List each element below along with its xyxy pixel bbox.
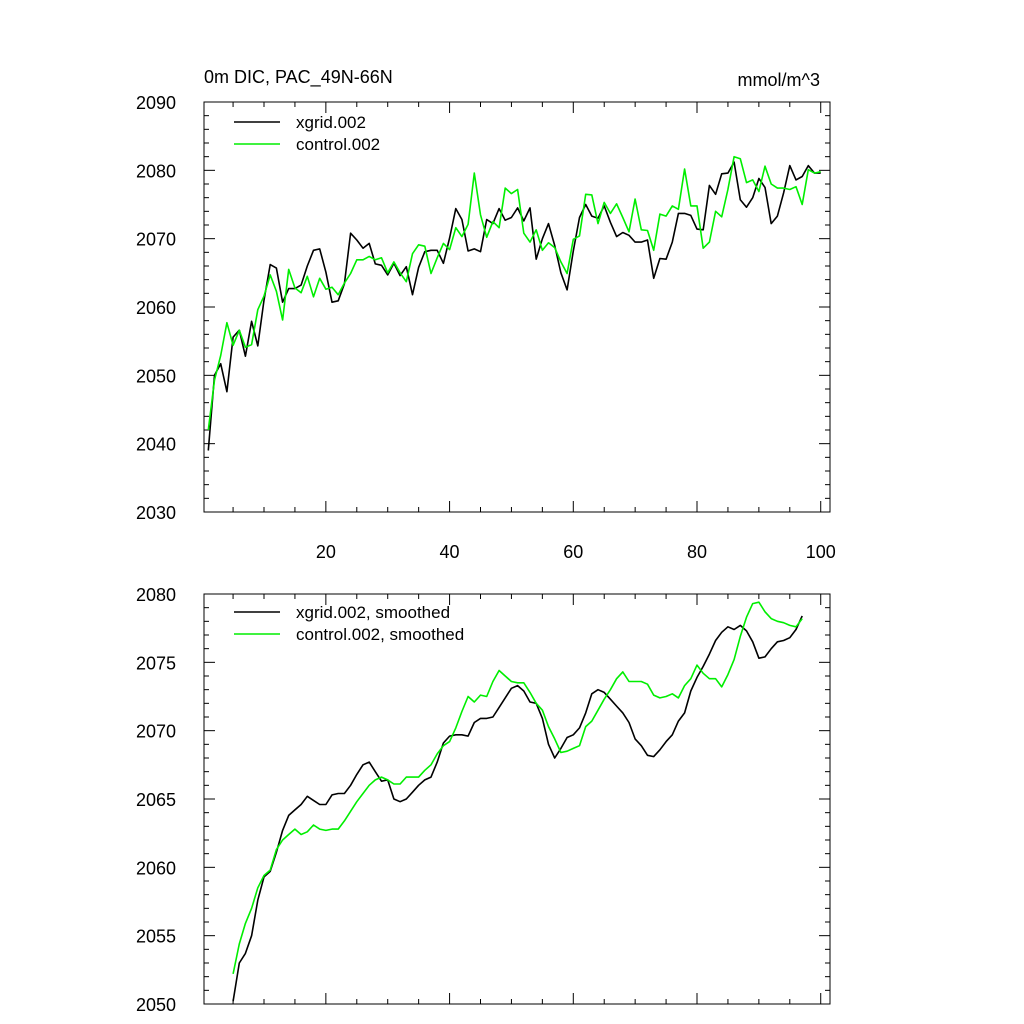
y-tick-label: 2075 [136,653,176,673]
series-line [232,615,803,1002]
series-line [232,601,803,975]
x-tick-label: 100 [806,542,836,562]
y-tick-label: 2050 [136,995,176,1015]
y-tick-label: 2080 [136,585,176,605]
plot-frame [203,593,831,1005]
x-tick-label: 80 [687,542,707,562]
series-line [207,155,821,431]
y-tick-label: 2040 [136,435,176,455]
legend-label: xgrid.002, smoothed [296,603,450,622]
chart-title: 0m DIC, PAC_49N-66N [204,67,393,88]
y-tick-label: 2060 [136,858,176,878]
y-tick-label: 2070 [136,230,176,250]
y-tick-label: 2060 [136,298,176,318]
x-tick-label: 20 [316,542,336,562]
y-tick-label: 2090 [136,93,176,113]
legend-label: xgrid.002 [296,113,366,132]
y-tick-label: 2065 [136,790,176,810]
y-tick-label: 2080 [136,161,176,181]
y-tick-label: 2055 [136,927,176,947]
x-tick-label: 60 [563,542,583,562]
y-tick-label: 2030 [136,503,176,523]
top-panel: 20 40 60 80 1002030204020502060207020802090x… [136,93,836,562]
y-tick-label: 2050 [136,366,176,386]
legend-label: control.002, smoothed [296,625,464,644]
bottom-panel: 2050 2055 2060 2065 2070 2075 2080 xgrid.002, s… [136,585,831,1015]
series-line [207,161,821,451]
units-label: mmol/m^3 [738,70,820,90]
x-tick-label: 40 [440,542,460,562]
legend-label: control.002 [296,135,380,154]
plot-frame [203,101,831,513]
y-tick-label: 2070 [136,722,176,742]
